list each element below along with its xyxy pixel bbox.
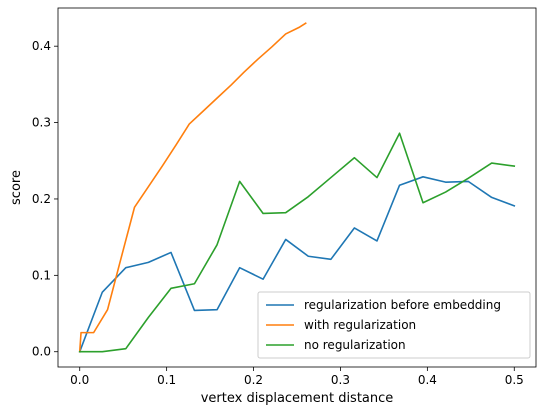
plot-frame [57,7,537,368]
y-axis-label: score [9,170,24,205]
legend-label-1: regularization before embedding [304,298,501,312]
x-tick-label: 0.2 [244,373,263,387]
y-tick-label: 0.4 [32,39,51,53]
series-line-2 [78,22,307,353]
y-axis-ticks: 0.0 0.1 0.2 0.3 0.4 [32,39,58,359]
x-tick-label: 0.0 [70,373,89,387]
y-tick-label: 0.3 [32,116,51,130]
y-tick-label: 0.1 [32,268,51,282]
x-axis-label: vertex displacement distance [201,391,394,406]
x-tick-label: 0.3 [331,373,350,387]
x-tick-label: 0.4 [418,373,437,387]
x-tick-label: 0.1 [157,373,176,387]
plot-lines [78,22,516,353]
series-line-1 [78,176,516,353]
x-tick-label: 0.5 [505,373,524,387]
legend: regularization before embedding with regu… [257,291,531,359]
y-tick-label: 0.2 [32,192,51,206]
series-line-3 [78,132,516,353]
x-axis-ticks: 0.0 0.1 0.2 0.3 0.4 0.5 [70,367,524,387]
legend-label-2: with regularization [304,318,416,332]
legend-box [257,291,531,359]
legend-label-3: no regularization [304,338,406,352]
y-tick-label: 0.0 [32,345,51,359]
